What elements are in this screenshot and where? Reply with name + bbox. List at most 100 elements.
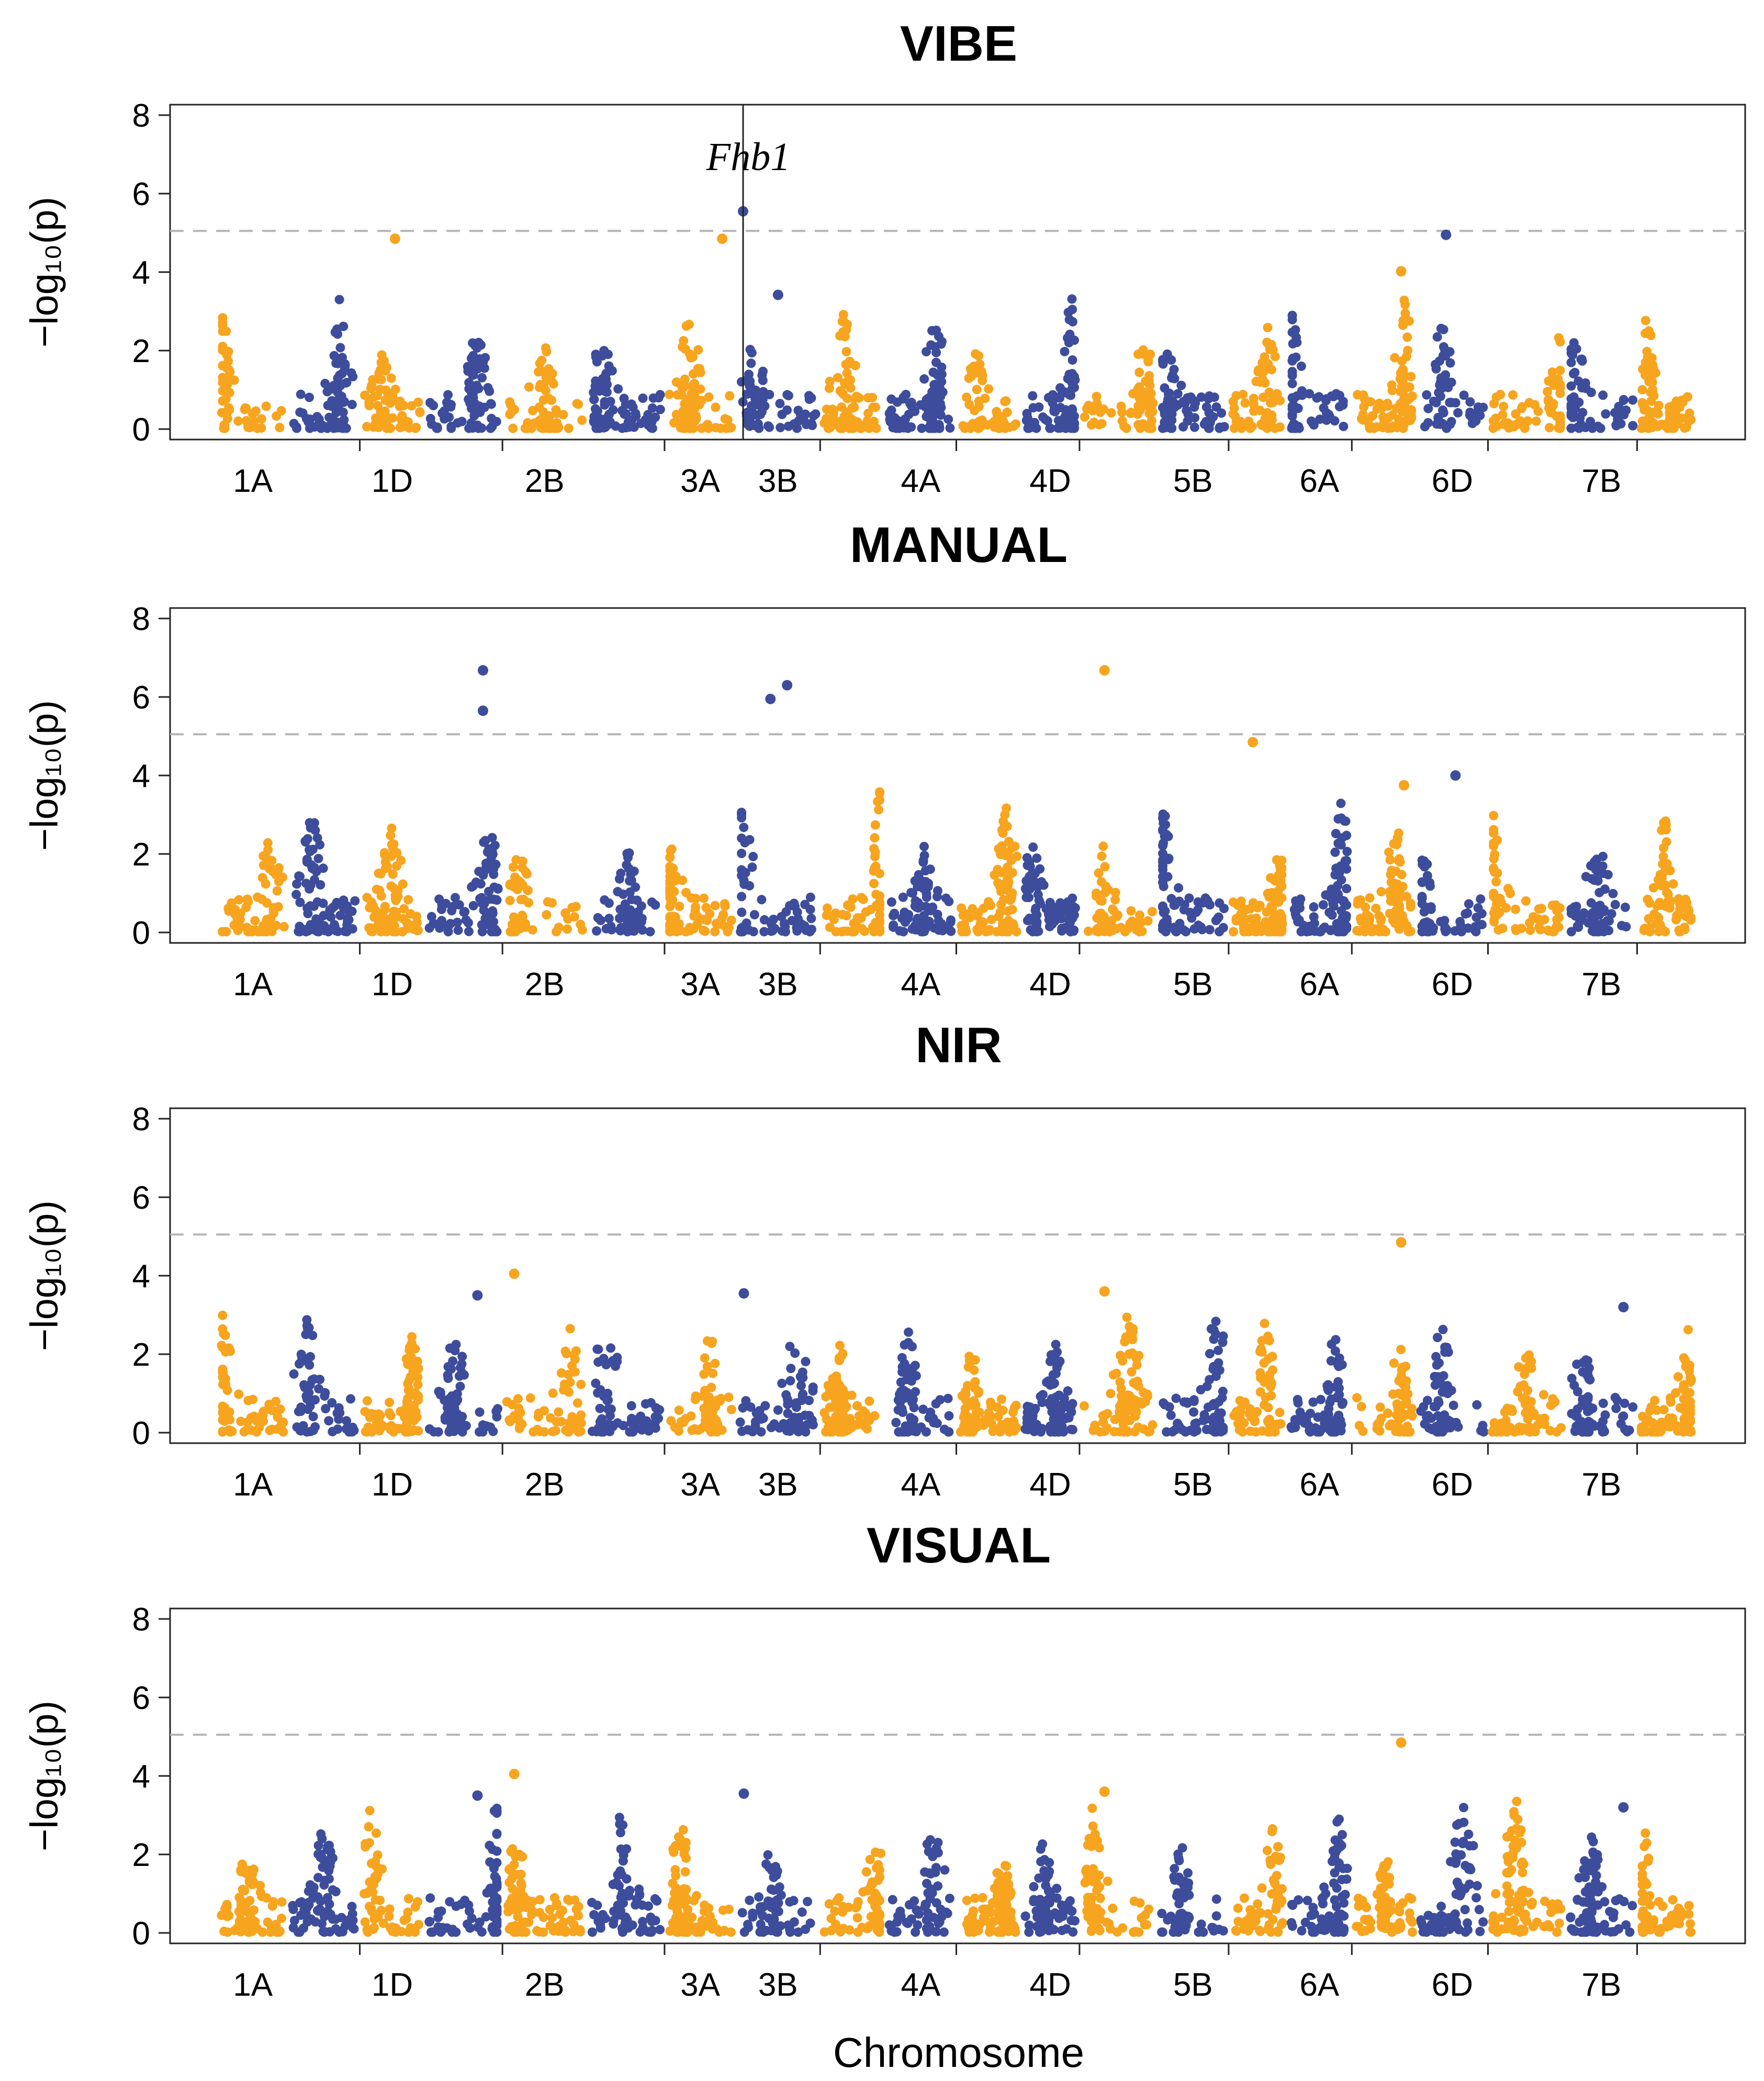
snp-point <box>926 340 936 350</box>
snp-point <box>474 356 483 366</box>
snp-point <box>225 1415 235 1425</box>
snp-point <box>1444 1422 1454 1432</box>
snp-point <box>1407 413 1417 423</box>
y-tick-label: 2 <box>132 333 150 369</box>
snp-point <box>1503 884 1513 894</box>
snp-point <box>1131 1407 1141 1417</box>
snp-point <box>645 927 655 937</box>
snp-point <box>1359 402 1369 412</box>
snp-point <box>1383 398 1392 408</box>
snp-point <box>1184 893 1194 903</box>
snp-point <box>565 1324 575 1334</box>
snp-point <box>785 1376 795 1386</box>
snp-point <box>765 422 774 432</box>
snp-point <box>1046 1399 1055 1409</box>
snp-point <box>1439 324 1448 334</box>
snp-point <box>1530 400 1540 410</box>
snp-point <box>1045 423 1055 433</box>
snp-point <box>338 407 348 417</box>
snp-point <box>680 374 690 384</box>
snp-point <box>1653 1427 1662 1437</box>
snp-point <box>452 1389 462 1399</box>
snp-point <box>1673 1372 1683 1382</box>
snp-point <box>1060 412 1070 421</box>
snp-point <box>574 1416 583 1426</box>
snp-point <box>1446 417 1456 426</box>
snp-point <box>1586 388 1596 397</box>
snp-point <box>691 1391 701 1401</box>
snp-point <box>1371 904 1381 913</box>
x-tick-label-7B: 7B <box>1581 1467 1621 1503</box>
snp-point <box>401 1427 411 1437</box>
snp-point <box>1566 348 1576 358</box>
snp-point <box>1582 1370 1592 1380</box>
snp-point <box>310 1422 320 1432</box>
snp-point <box>1054 1390 1064 1400</box>
snp-point <box>758 376 768 385</box>
snp-point <box>1063 1386 1073 1396</box>
snp-point <box>589 395 599 404</box>
snp-point <box>1355 914 1365 924</box>
snp-point <box>1571 1421 1581 1431</box>
snp-point <box>723 927 733 937</box>
snp-point <box>544 393 554 403</box>
points-manual <box>218 665 1696 937</box>
snp-point <box>1520 423 1530 433</box>
snp-point <box>1536 904 1546 914</box>
snp-point <box>1619 396 1628 406</box>
y-tick-label: 8 <box>132 1101 150 1138</box>
snp-point <box>1598 390 1608 400</box>
snp-point <box>1312 393 1322 403</box>
snp-point <box>737 377 746 387</box>
snp-point <box>720 901 730 911</box>
snp-point <box>1024 423 1033 433</box>
x-tick-label-4A: 4A <box>901 463 940 499</box>
snp-point <box>598 377 607 387</box>
snp-point <box>1245 904 1255 914</box>
snp-point <box>1598 861 1608 871</box>
snp-point <box>414 1920 424 1930</box>
snp-point <box>615 904 625 914</box>
snp-point <box>245 423 254 433</box>
snp-point <box>1250 1416 1260 1426</box>
snp-point <box>1263 323 1273 332</box>
snp-point <box>943 414 953 424</box>
snp-point <box>1292 391 1302 401</box>
snp-point <box>1353 390 1363 400</box>
snp-point <box>1055 403 1065 412</box>
snp-point <box>434 894 444 904</box>
snp-point <box>674 1426 684 1436</box>
snp-point <box>1387 865 1397 875</box>
snp-point <box>1675 927 1685 937</box>
snp-point <box>1166 423 1176 433</box>
snp-point <box>1093 927 1103 937</box>
snp-point <box>1159 838 1168 848</box>
snp-point <box>224 388 234 398</box>
snp-point <box>1432 332 1442 342</box>
snp-point <box>710 901 720 910</box>
snp-point <box>917 423 927 433</box>
snp-point <box>1358 409 1368 419</box>
snp-point <box>1267 888 1277 897</box>
snp-point <box>1586 898 1596 908</box>
snp-point <box>426 912 436 921</box>
snp-point <box>591 423 601 433</box>
snp-point <box>1628 395 1638 405</box>
snp-point <box>468 881 478 891</box>
snp-point <box>1566 904 1576 914</box>
snp-point <box>1498 410 1508 420</box>
snp-point <box>1675 904 1685 914</box>
snp-point <box>1616 419 1626 429</box>
snp-point <box>895 1389 904 1399</box>
snp-point <box>1384 847 1394 857</box>
snp-point <box>1660 880 1670 890</box>
snp-point <box>1612 1396 1622 1405</box>
snp-point <box>361 1839 370 1849</box>
snp-point <box>944 1411 954 1421</box>
snp-point <box>560 908 570 918</box>
snp-point <box>236 1866 246 1876</box>
snp-point <box>674 1405 684 1415</box>
snp-point-highlight <box>472 1290 483 1301</box>
snp-point <box>1201 1424 1211 1434</box>
